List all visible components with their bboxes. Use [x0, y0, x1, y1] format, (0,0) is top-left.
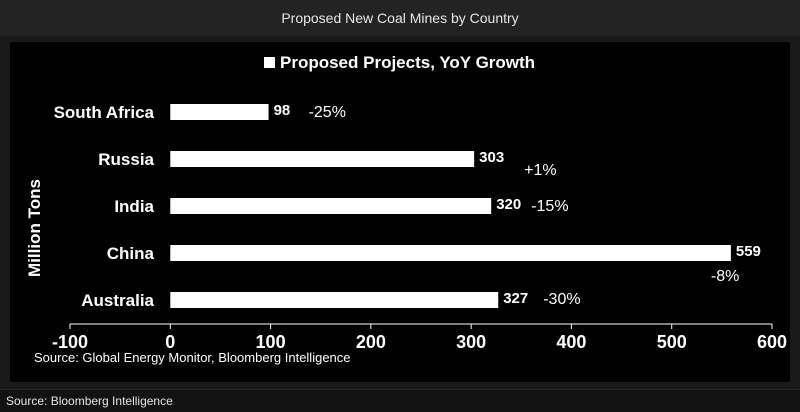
bar [170, 245, 731, 261]
x-tick-label: -100 [52, 332, 88, 352]
category-label: South Africa [54, 103, 155, 122]
x-tick-label: 400 [556, 332, 586, 352]
x-tick-label: 300 [456, 332, 486, 352]
x-tick-label: 200 [356, 332, 386, 352]
yoy-growth-label: -25% [309, 104, 346, 121]
bar-value-label: 303 [479, 149, 504, 166]
bar-value-label: 320 [496, 196, 521, 213]
bar [170, 104, 269, 120]
chart-source-note: Source: Global Energy Monitor, Bloomberg… [34, 350, 351, 365]
yoy-growth-label: +1% [524, 162, 556, 179]
page-title: Proposed New Coal Mines by Country [0, 0, 800, 36]
bar [170, 292, 499, 308]
yoy-growth-label: -15% [531, 198, 568, 215]
bar [170, 198, 492, 214]
bar [170, 151, 475, 167]
category-label: Russia [98, 150, 154, 169]
x-tick-label: 100 [256, 332, 286, 352]
chart-panel: Proposed Projects, YoY Growth Million To… [10, 42, 790, 382]
category-label: China [107, 244, 155, 263]
bar-value-label: 327 [503, 290, 528, 307]
legend-label: Proposed Projects, YoY Growth [280, 53, 535, 72]
bar-value-label: 559 [736, 243, 761, 260]
category-label: Australia [81, 291, 154, 310]
x-tick-label: 500 [657, 332, 687, 352]
yoy-growth-label: -30% [543, 291, 580, 308]
chart-legend: Proposed Projects, YoY Growth [264, 53, 535, 72]
x-tick-label: 600 [757, 332, 787, 352]
bar-value-label: 98 [274, 102, 291, 119]
yoy-growth-label: -8% [711, 268, 739, 285]
x-tick-label: 0 [165, 332, 175, 352]
bar-chart: Proposed Projects, YoY Growth Million To… [25, 53, 787, 365]
page-footer: Source: Bloomberg Intelligence [0, 389, 800, 412]
y-axis-label: Million Tons [25, 179, 44, 277]
category-label: India [114, 197, 154, 216]
legend-swatch [264, 57, 275, 68]
